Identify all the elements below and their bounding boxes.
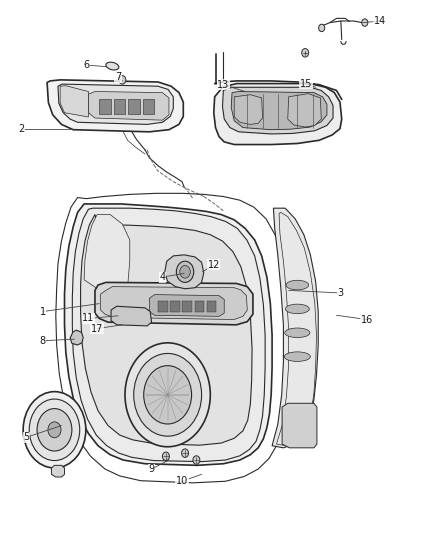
Text: 15: 15 <box>300 78 312 88</box>
Text: 4: 4 <box>159 272 166 282</box>
Circle shape <box>134 353 201 436</box>
Polygon shape <box>214 84 342 144</box>
Polygon shape <box>58 84 173 124</box>
Polygon shape <box>111 306 152 326</box>
Ellipse shape <box>285 328 310 337</box>
Text: 12: 12 <box>208 260 220 270</box>
Polygon shape <box>149 295 224 317</box>
Circle shape <box>193 456 200 464</box>
Text: 10: 10 <box>176 477 188 486</box>
Bar <box>183 301 192 312</box>
Polygon shape <box>101 287 247 319</box>
Circle shape <box>362 19 368 26</box>
Text: 6: 6 <box>83 60 89 70</box>
Circle shape <box>23 392 86 468</box>
Ellipse shape <box>286 304 309 314</box>
Bar <box>128 100 140 114</box>
Circle shape <box>182 449 188 457</box>
Bar <box>114 100 125 114</box>
Text: 13: 13 <box>217 79 230 90</box>
Ellipse shape <box>286 280 309 290</box>
Polygon shape <box>223 87 333 134</box>
Polygon shape <box>60 86 88 117</box>
Circle shape <box>180 265 190 278</box>
Ellipse shape <box>284 352 311 361</box>
Text: 7: 7 <box>115 72 121 82</box>
Bar <box>99 100 111 114</box>
Text: 11: 11 <box>82 313 95 324</box>
Circle shape <box>162 452 170 461</box>
Bar <box>143 100 154 114</box>
Bar <box>194 301 204 312</box>
Polygon shape <box>272 208 318 448</box>
Polygon shape <box>51 465 64 477</box>
Circle shape <box>29 399 80 461</box>
Text: 16: 16 <box>361 314 373 325</box>
Polygon shape <box>88 92 169 120</box>
Polygon shape <box>84 215 130 294</box>
Text: 5: 5 <box>24 432 30 442</box>
Text: 2: 2 <box>18 124 24 134</box>
Polygon shape <box>72 208 265 462</box>
Polygon shape <box>234 95 262 124</box>
Polygon shape <box>70 330 83 345</box>
Text: 1: 1 <box>40 306 46 317</box>
Circle shape <box>319 24 325 31</box>
Polygon shape <box>47 80 184 132</box>
Circle shape <box>125 343 210 447</box>
Circle shape <box>48 422 61 438</box>
Ellipse shape <box>106 62 119 70</box>
Circle shape <box>177 261 194 282</box>
Bar <box>170 301 180 312</box>
Bar <box>158 301 168 312</box>
Circle shape <box>302 49 309 57</box>
Text: 9: 9 <box>148 464 155 474</box>
Polygon shape <box>165 255 204 289</box>
Polygon shape <box>282 403 317 448</box>
Circle shape <box>119 76 126 84</box>
Text: 17: 17 <box>91 324 103 334</box>
Text: 3: 3 <box>338 288 344 298</box>
Polygon shape <box>64 204 272 465</box>
Circle shape <box>144 366 191 424</box>
Polygon shape <box>95 282 253 325</box>
Text: 14: 14 <box>374 16 386 26</box>
Polygon shape <box>81 215 252 445</box>
Bar <box>207 301 216 312</box>
Polygon shape <box>231 92 327 130</box>
Circle shape <box>37 409 72 451</box>
Text: 8: 8 <box>40 336 46 346</box>
Polygon shape <box>288 94 321 127</box>
